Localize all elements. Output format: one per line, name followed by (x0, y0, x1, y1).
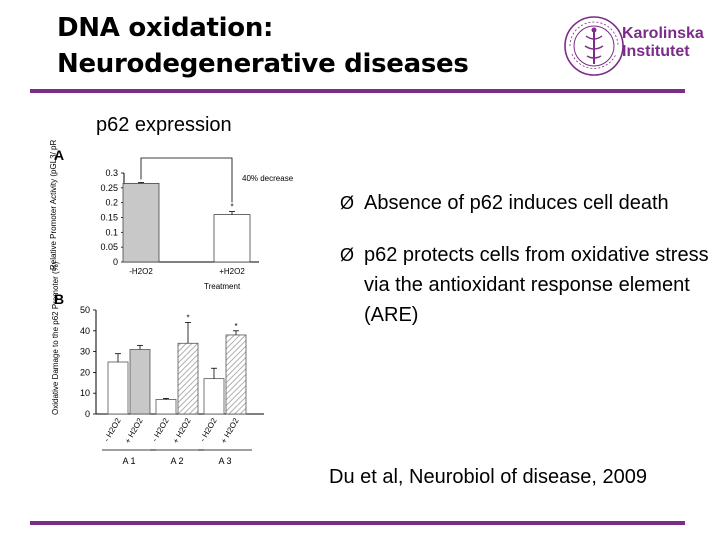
panel-b-bar (225, 334, 247, 415)
panel-b-significance-star: * (234, 322, 237, 331)
panel-a-category-label: +H2O2 (219, 267, 245, 276)
panel-a-significance-star: * (230, 203, 233, 212)
panel-a-y-tick-label: 0 (113, 257, 118, 267)
panel-b-bar (203, 378, 225, 415)
subtitle: p62 expression (96, 114, 232, 136)
panel-b-significance-star: * (186, 313, 189, 322)
title-divider (30, 89, 685, 93)
logo-wordmark: Karolinska Institutet (622, 25, 704, 61)
panel-b-bar (129, 349, 151, 415)
panel-a-y-tick-label: 0.15 (100, 213, 118, 223)
bullet-item: Ø Absence of p62 induces cell death (340, 188, 720, 218)
title-line-2: Neurodegenerative diseases (57, 49, 469, 79)
panel-b-y-tick-label: 20 (80, 367, 90, 377)
panel-a-y-tick-label: 0.2 (105, 198, 118, 208)
panel-a-letter: A (54, 147, 64, 163)
title-line-1: DNA oxidation: (57, 13, 274, 43)
bullet-text: Absence of p62 induces cell death (364, 192, 669, 214)
panel-b-bar (107, 361, 129, 415)
panel-b-group-label: A 1 (122, 456, 135, 466)
panel-b-y-tick-label: 0 (85, 409, 90, 419)
bullet-item: Ø p62 protects cells from oxidative stre… (340, 240, 720, 330)
panel-a-y-tick-label: 0.25 (100, 183, 118, 193)
panel-a-category-label: -H2O2 (129, 267, 153, 276)
panel-b-y-tick-label: 50 (80, 305, 90, 315)
panel-a-bracket (140, 157, 233, 203)
panel-a-ylabel: Relative Promoter Activity (pGL3/ pRL) (49, 140, 58, 270)
karolinska-seal-icon (564, 16, 624, 76)
panel-a-chart: 0 0.05 0.1 0.15 0.2 0.25 0.3 -H2O2 * +H2O2 (100, 157, 259, 276)
panel-b-ylabel: Oxidative Damage to the p62 Promoter (%) (51, 261, 60, 415)
footer-divider (30, 521, 685, 525)
panel-b-group-label: A 3 (218, 456, 231, 466)
citation: Du et al, Neurobiol of disease, 2009 (329, 466, 647, 488)
figure-panels: A Relative Promoter Activity (pGL3/ pRL)… (49, 140, 294, 466)
panel-b-group-label: A 2 (170, 456, 183, 466)
arrow-bullet-icon: Ø (340, 245, 355, 265)
panel-a-y-tick-label: 0.1 (105, 227, 118, 237)
logo-line-1: Karolinska (622, 25, 704, 42)
panel-a-annotation: 40% decrease (242, 174, 294, 183)
panel-b-bar (155, 399, 177, 415)
panel-a-bar (213, 214, 251, 263)
panel-b-y-tick-label: 40 (80, 326, 90, 336)
panel-b-category-label: - H2O2 (102, 416, 123, 443)
panel-a-xlabel: Treatment (204, 282, 241, 291)
bullet-list: Ø Absence of p62 induces cell death Ø p6… (340, 188, 720, 352)
panel-b-bar (177, 342, 199, 415)
panel-b-y-tick-label: 30 (80, 347, 90, 357)
panel-b-category-label: + H2O2 (219, 416, 241, 445)
karolinska-logo (564, 16, 624, 76)
panel-a-bar (122, 182, 160, 263)
arrow-bullet-icon: Ø (340, 193, 355, 213)
logo-line-2: Institutet (622, 43, 690, 60)
slide-title: DNA oxidation: Neurodegenerative disease… (57, 10, 469, 82)
panel-a-y-tick-label: 0.3 (105, 168, 118, 178)
panel-a-y-tick-label: 0.05 (100, 242, 118, 252)
panel-b-category-label: - H2O2 (198, 416, 219, 443)
bullet-text: p62 protects cells from oxidative stress… (364, 244, 709, 326)
panel-b-category-label: + H2O2 (123, 416, 145, 445)
panel-b-letter: B (54, 291, 64, 307)
panel-b-category-label: - H2O2 (150, 416, 171, 443)
panel-b-y-tick-label: 10 (80, 388, 90, 398)
panel-b-category-label: + H2O2 (171, 416, 193, 445)
